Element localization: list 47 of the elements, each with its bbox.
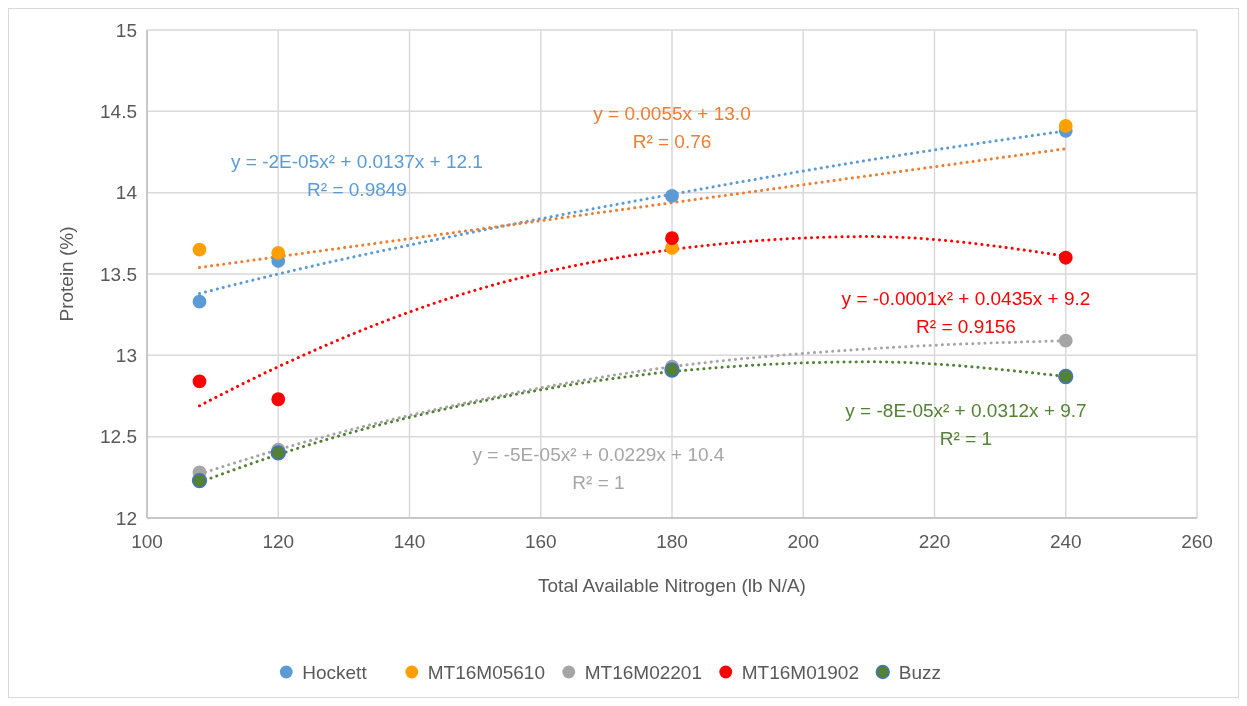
point [665, 231, 679, 246]
point [1058, 368, 1074, 385]
point [192, 374, 207, 389]
annotation: y = 0.0055x + 13.0 [593, 102, 751, 124]
y-tick-label: 14.5 [100, 100, 137, 122]
annotation: R² = 1 [939, 428, 993, 450]
point [665, 189, 679, 203]
annotation: R² = 0.9849 [307, 179, 407, 201]
point [1058, 333, 1073, 348]
point [192, 294, 207, 309]
y-axis-title: Protein (%) [56, 226, 77, 322]
point [192, 242, 207, 257]
y-tick-label: 15 [115, 19, 137, 41]
x-tick-label: 220 [918, 531, 951, 552]
legend-label: Buzz [898, 661, 941, 683]
annotation: y = -2E-05x² + 0.0137x + 12.1 [231, 151, 483, 173]
x-tick-label: 240 [1049, 531, 1082, 552]
point [1058, 250, 1073, 265]
x-tick-label: 260 [1181, 531, 1213, 552]
x-tick-label: 200 [787, 531, 820, 552]
point [664, 362, 680, 378]
y-tick-label: 13 [115, 344, 137, 366]
y-tick-label: 12.5 [100, 426, 137, 448]
y-tick-label: 12 [115, 507, 137, 529]
point [191, 472, 208, 489]
x-tick-label: 120 [262, 531, 295, 552]
annotation: R² = 1 [572, 472, 625, 494]
annotation: y = -0.0001x² + 0.0435x + 9.2 [841, 288, 1091, 310]
x-tick-label: 140 [393, 531, 426, 552]
annotation: R² = 0.9156 [916, 316, 1016, 338]
x-tick-label: 180 [656, 531, 688, 552]
point [270, 445, 286, 461]
x-tick-label: 160 [524, 531, 557, 552]
y-tick-label: 14 [115, 182, 138, 204]
x-axis-title: Total Available Nitrogen (lb N/A) [538, 575, 806, 596]
point [271, 392, 286, 407]
point [271, 245, 286, 260]
legend-label: Hockett [302, 661, 368, 683]
x-tick-label: 100 [131, 531, 163, 552]
legend-label: MT16M01902 [741, 661, 859, 683]
point [1058, 119, 1073, 133]
y-tick-label: 13.5 [100, 263, 137, 285]
annotation: R² = 0.76 [632, 130, 712, 152]
legend-label: MT16M02201 [584, 661, 702, 683]
annotation: y = -5E-05x² + 0.0229x + 10.4 [472, 444, 725, 466]
legend-label: MT16M05610 [427, 661, 545, 683]
annotation: y = -8E-05x² + 0.0312x + 9.7 [845, 400, 1087, 422]
